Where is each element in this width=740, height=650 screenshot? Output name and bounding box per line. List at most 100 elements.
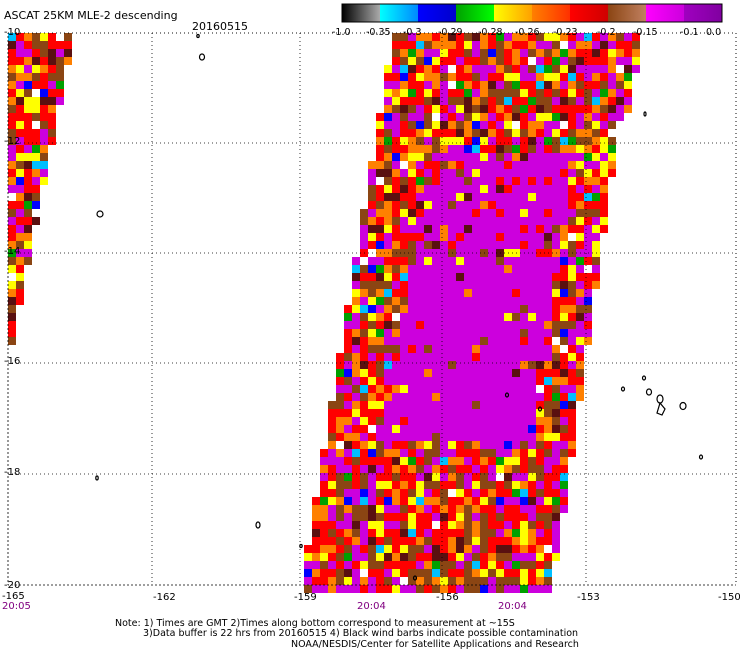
data-cell [440,369,448,377]
data-cell [448,481,456,489]
data-cell [392,377,400,385]
data-cell [512,361,520,369]
data-cell [40,137,48,145]
data-cell [456,433,464,441]
data-cell [456,281,464,289]
data-cell [368,313,376,321]
data-cell [400,233,408,241]
data-cell [416,393,424,401]
data-cell [320,545,328,553]
data-cell [368,409,376,417]
data-cell [544,385,552,393]
data-cell [472,473,480,481]
data-cell [584,49,592,57]
data-cell [424,465,432,473]
data-cell [448,57,456,65]
data-cell [344,489,352,497]
data-cell [440,489,448,497]
data-cell [552,393,560,401]
data-cell [400,465,408,473]
data-cell [536,105,544,113]
data-cell [520,465,528,473]
data-cell [352,297,360,305]
data-cell [408,585,416,593]
data-cell [400,265,408,273]
data-cell [400,425,408,433]
data-cell [488,97,496,105]
data-cell [472,57,480,65]
data-cell [424,369,432,377]
data-cell [584,233,592,241]
data-cell [464,569,472,577]
island [196,33,200,39]
data-cell [528,481,536,489]
data-cell [8,209,16,217]
data-cell [544,313,552,321]
data-cell [360,265,368,273]
data-cell [368,369,376,377]
data-cell [480,185,488,193]
data-cell [504,89,512,97]
data-cell [464,49,472,57]
data-cell [352,345,360,353]
data-cell [600,73,608,81]
data-cell [432,257,440,265]
data-cell [448,337,456,345]
data-cell [528,297,536,305]
data-cell [352,257,360,265]
data-cell [472,529,480,537]
data-cell [568,337,576,345]
data-cell [368,393,376,401]
data-cell [544,433,552,441]
data-cell [504,137,512,145]
data-cell [480,329,488,337]
data-cell [560,57,568,65]
data-cell [320,569,328,577]
data-cell [376,441,384,449]
data-cell [576,233,584,241]
data-cell [520,321,528,329]
data-cell [384,217,392,225]
data-cell [488,537,496,545]
data-cell [504,313,512,321]
data-cell [416,129,424,137]
data-cell [520,337,528,345]
data-cell [424,185,432,193]
data-cell [528,193,536,201]
data-cell [328,473,336,481]
data-cell [504,81,512,89]
data-cell [24,49,32,57]
data-cell [432,537,440,545]
data-cell [392,385,400,393]
data-cell [536,121,544,129]
data-cell [400,393,408,401]
data-cell [544,225,552,233]
data-cell [432,177,440,185]
data-cell [560,433,568,441]
data-cell [520,41,528,49]
data-cell [384,481,392,489]
data-cell [424,105,432,113]
data-cell [504,513,512,521]
data-cell [488,513,496,521]
data-cell [544,217,552,225]
data-cell [552,441,560,449]
data-cell [352,417,360,425]
data-cell [480,377,488,385]
data-cell [376,281,384,289]
data-cell [472,257,480,265]
data-cell [352,273,360,281]
data-cell [376,537,384,545]
data-cell [416,281,424,289]
data-cell [408,553,416,561]
data-cell [528,145,536,153]
data-cell [512,185,520,193]
data-cell [464,561,472,569]
data-cell [392,49,400,57]
data-cell [328,401,336,409]
data-cell [512,273,520,281]
data-cell [544,513,552,521]
data-cell [552,185,560,193]
data-cell [368,457,376,465]
data-cell [352,401,360,409]
